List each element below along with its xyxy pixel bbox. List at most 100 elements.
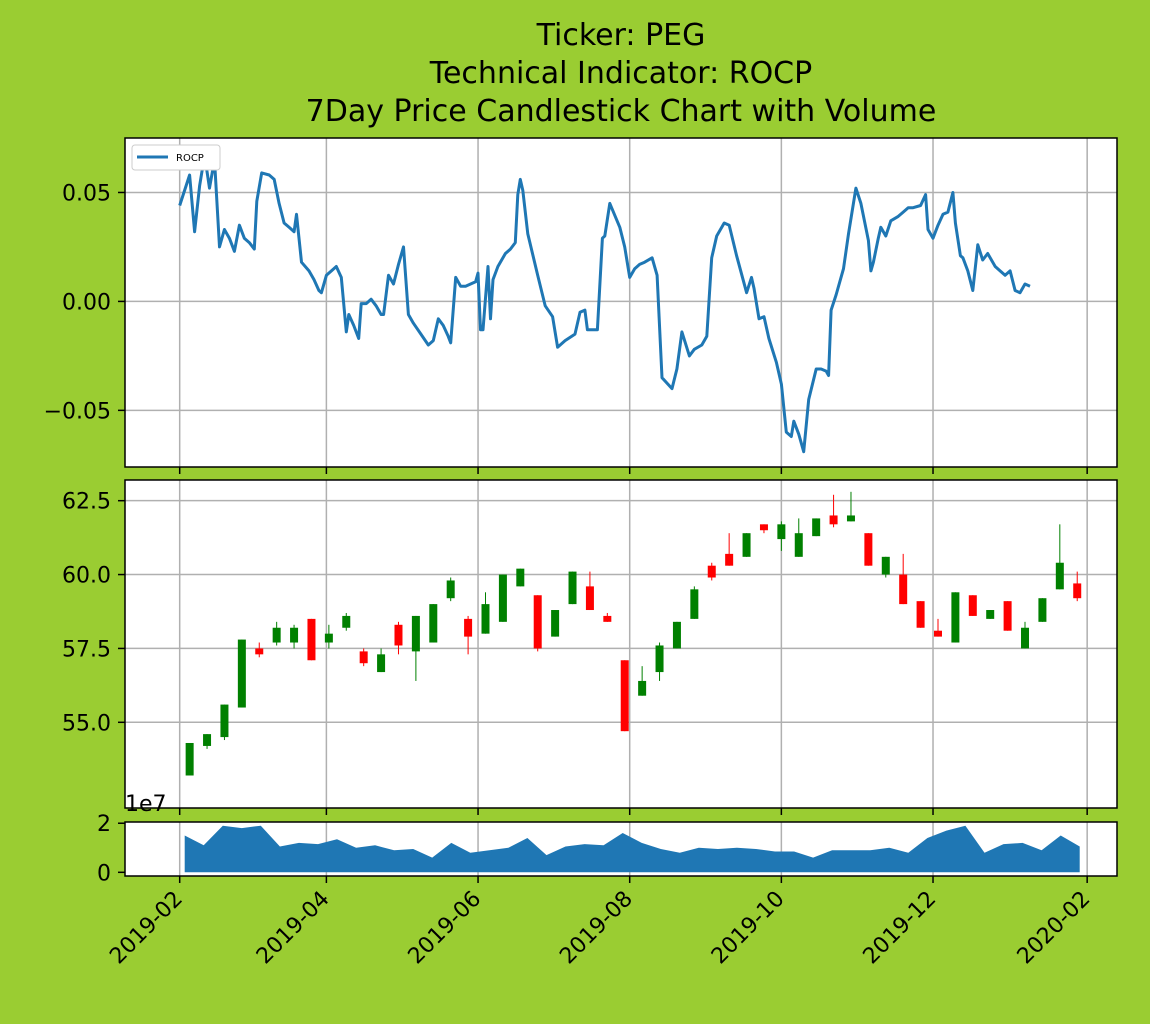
candle-body-down (899, 574, 908, 605)
candle-body-up (1038, 598, 1047, 622)
legend-box (131, 144, 221, 171)
candle-body-up (411, 615, 420, 652)
candle-body-up (429, 604, 438, 643)
candle (342, 612, 351, 631)
candle (464, 615, 473, 655)
candle-body-up (881, 556, 890, 575)
candle (638, 666, 647, 696)
candle-body-up (672, 621, 681, 649)
volume-offset-label: 1e7 (125, 792, 167, 817)
candle (1055, 524, 1064, 590)
candle (324, 624, 333, 649)
x-tick-label: 2019-06 (404, 887, 487, 970)
candle-body-up (290, 627, 299, 643)
candle (846, 491, 855, 522)
candle-body-up (1021, 627, 1030, 649)
candle-body-down (1003, 601, 1012, 631)
candle-body-down (603, 615, 612, 622)
x-tick-label: 2019-12 (859, 887, 942, 970)
x-tick-label: 2019-08 (555, 887, 638, 970)
candle (1021, 621, 1030, 649)
candle (1003, 601, 1012, 631)
candle-body-down (968, 595, 977, 616)
x-tick-label: 2020-02 (1013, 887, 1096, 970)
candle-body-up (237, 639, 246, 708)
candle (655, 642, 664, 681)
candle (933, 618, 942, 637)
candle-body-up (777, 524, 786, 540)
candle (707, 562, 716, 581)
candle (690, 586, 699, 619)
candle-body-up (846, 515, 855, 522)
candle (864, 533, 873, 566)
candle (742, 533, 751, 557)
volume-y-tick-label: 2 (97, 812, 111, 837)
candle-body-up (951, 592, 960, 643)
x-tick-label: 2019-02 (105, 887, 188, 970)
candle-body-up (342, 615, 351, 628)
candle (986, 610, 995, 619)
candle-body-down (394, 624, 403, 646)
volume-y-tick-label: 0 (97, 861, 111, 886)
rocp-frame (124, 137, 1118, 468)
candle (812, 518, 821, 537)
candle-body-up (498, 574, 507, 622)
rocp-y-tick-label: −0.05 (44, 399, 111, 424)
candle-body-up (812, 518, 821, 537)
price-y-tick-label: 62.5 (62, 490, 111, 515)
chart-title-description: 7Day Price Candlestick Chart with Volume (306, 94, 937, 129)
candle-body-down (620, 660, 629, 732)
volume-frame (124, 821, 1118, 877)
price-panel: 62.5 60.0 57.5 55.0 (62, 479, 1118, 815)
candle-body-up (481, 604, 490, 634)
chart-title-indicator: Technical Indicator: ROCP (429, 56, 812, 91)
rocp-series-line (178, 153, 1031, 454)
candle (237, 639, 246, 708)
candle-body-up (203, 734, 212, 746)
chart-title-ticker: Ticker: PEG (536, 18, 706, 53)
candle (881, 556, 890, 578)
candle-body-down (725, 553, 734, 566)
candle (411, 615, 420, 681)
price-frame (124, 479, 1118, 809)
candle (585, 571, 594, 611)
candle-body-up (1055, 562, 1064, 590)
candle-body-down (533, 595, 542, 649)
candle (759, 524, 768, 534)
candle (603, 612, 612, 622)
candle-body-down (1073, 583, 1082, 599)
candle (516, 568, 525, 587)
candle (185, 742, 194, 776)
candle-body-up (986, 610, 995, 619)
candle-body-up (655, 645, 664, 673)
candle (916, 601, 925, 628)
candle-body-down (916, 601, 925, 628)
candle-body-down (464, 618, 473, 637)
candle (672, 621, 681, 649)
candle-body-up (551, 610, 560, 637)
candle (203, 734, 212, 749)
candle (551, 610, 560, 637)
candle-body-down (864, 533, 873, 566)
candle-body-down (707, 565, 716, 578)
candle-body-up (324, 633, 333, 643)
candle-body-up (690, 589, 699, 619)
candle (429, 604, 438, 643)
candle (568, 571, 577, 605)
candle (394, 621, 403, 655)
candle (829, 494, 838, 528)
candle (498, 574, 507, 622)
candle-body-down (585, 586, 594, 611)
candle (1038, 598, 1047, 622)
price-y-tick-label: 60.0 (62, 564, 111, 589)
candle-body-up (446, 580, 455, 599)
candle (377, 648, 386, 673)
candle (533, 595, 542, 652)
price-y-tick-label: 55.0 (62, 711, 111, 736)
candle-body-up (185, 742, 194, 776)
candle-body-down (933, 630, 942, 637)
candle (446, 577, 455, 602)
candle (968, 595, 977, 616)
candle (255, 642, 264, 658)
